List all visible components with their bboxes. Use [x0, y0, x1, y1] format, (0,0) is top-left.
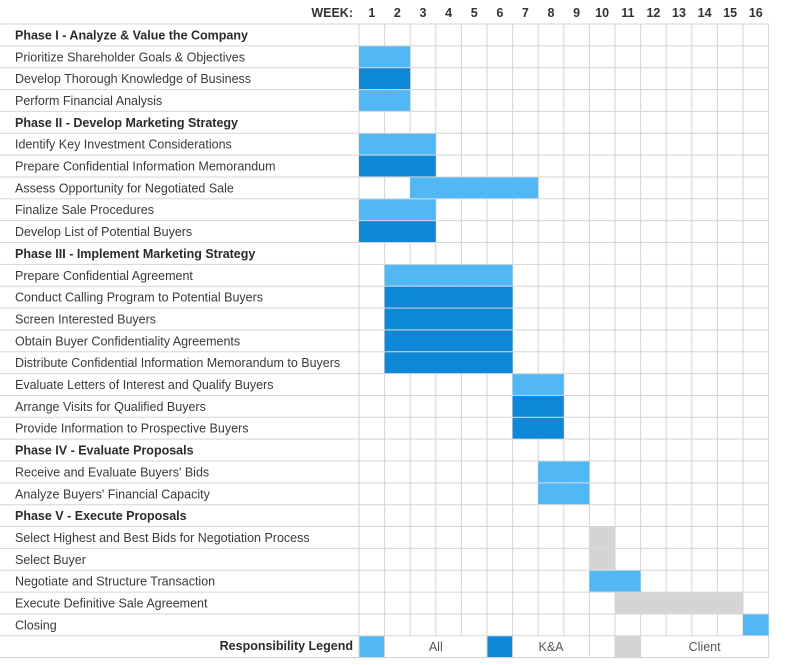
- legend-swatch: [487, 636, 513, 658]
- task-label: Develop List of Potential Buyers: [15, 225, 192, 239]
- bar-all: [512, 374, 564, 395]
- phase-label: Phase IV - Evaluate Proposals: [15, 444, 194, 458]
- task-label: Prioritize Shareholder Goals & Objective…: [15, 50, 245, 64]
- task-label: Arrange Visits for Qualified Buyers: [15, 400, 206, 414]
- task-label: Assess Opportunity for Negotiated Sale: [15, 181, 234, 195]
- bar-ka: [512, 395, 564, 417]
- bar-all: [410, 177, 539, 199]
- phase-label: Phase II - Develop Marketing Strategy: [15, 116, 238, 130]
- bar-all: [359, 90, 411, 111]
- week-header: WEEK:: [311, 6, 353, 20]
- bar-ka: [384, 286, 513, 308]
- week-label: 10: [595, 6, 609, 20]
- task-label: Obtain Buyer Confidentiality Agreements: [15, 334, 240, 348]
- task-label: Execute Definitive Sale Agreement: [15, 597, 208, 611]
- week-label: 15: [723, 6, 737, 20]
- bar-all: [359, 46, 411, 68]
- week-label: 1: [368, 6, 375, 20]
- task-label: Prepare Confidential Agreement: [15, 269, 193, 283]
- task-label: Provide Information to Prospective Buyer…: [15, 422, 248, 436]
- bar-ka: [359, 155, 436, 177]
- week-label: 16: [749, 6, 763, 20]
- task-label: Select Highest and Best Bids for Negotia…: [15, 531, 310, 545]
- legend-swatch: [615, 636, 641, 658]
- bar-client: [589, 527, 615, 548]
- legend-label: Client: [689, 640, 721, 654]
- task-label: Analyze Buyers' Financial Capacity: [15, 487, 211, 501]
- week-label: 7: [522, 6, 529, 20]
- bar-client: [589, 548, 615, 570]
- bar-all: [359, 133, 436, 155]
- week-label: 3: [420, 6, 427, 20]
- bar-ka: [384, 352, 513, 374]
- task-label: Conduct Calling Program to Potential Buy…: [15, 291, 263, 305]
- legend-cell: [640, 636, 769, 658]
- week-label: 8: [548, 6, 555, 20]
- week-label: 12: [646, 6, 660, 20]
- bar-ka: [512, 417, 564, 439]
- task-label: Perform Financial Analysis: [15, 94, 162, 108]
- week-label: 6: [496, 6, 503, 20]
- task-labels: Phase I - Analyze & Value the Company Pri…: [15, 28, 340, 632]
- task-label: Develop Thorough Knowledge of Business: [15, 72, 251, 86]
- bar-ka: [359, 68, 411, 90]
- week-label: 9: [573, 6, 580, 20]
- bar-client: [615, 592, 743, 614]
- bar-ka: [359, 221, 436, 242]
- bar-all: [589, 570, 641, 592]
- task-label: Finalize Sale Procedures: [15, 203, 154, 217]
- week-numbers: 1 2 3 4 5 6 7 8 9 10 11 12 13 14 15 16: [368, 6, 762, 20]
- week-label: 2: [394, 6, 401, 20]
- week-label: 4: [445, 6, 452, 20]
- legend-title: Responsibility Legend: [220, 639, 353, 653]
- week-label: 13: [672, 6, 686, 20]
- task-label: Negotiate and Structure Transaction: [15, 575, 215, 589]
- task-label: Closing: [15, 618, 57, 632]
- task-label: Receive and Evaluate Buyers' Bids: [15, 465, 209, 479]
- week-label: 5: [471, 6, 478, 20]
- bars: [359, 46, 769, 636]
- bar-all: [743, 614, 769, 636]
- task-label: Distribute Confidential Information Memo…: [15, 356, 340, 370]
- phase-label: Phase III - Implement Marketing Strategy: [15, 247, 255, 261]
- bar-all: [538, 461, 590, 483]
- bar-ka: [384, 330, 513, 352]
- task-label: Identify Key Investment Considerations: [15, 138, 232, 152]
- bar-all: [538, 483, 590, 505]
- bar-ka: [384, 308, 513, 330]
- week-label: 11: [621, 6, 634, 20]
- legend-swatch: [359, 636, 385, 658]
- legend-cell: [384, 636, 487, 658]
- phase-label: Phase V - Execute Proposals: [15, 509, 187, 523]
- bar-all: [384, 264, 513, 286]
- bar-all: [359, 199, 436, 221]
- legend-label: K&A: [538, 640, 564, 654]
- week-label: 14: [698, 6, 712, 20]
- task-label: Evaluate Letters of Interest and Qualify…: [15, 378, 273, 392]
- phase-label: Phase I - Analyze & Value the Company: [15, 28, 248, 42]
- task-label: Prepare Confidential Information Memoran…: [15, 160, 276, 174]
- legend-cell: [512, 636, 590, 658]
- legend: Responsibility Legend All K&A Client: [0, 635, 770, 659]
- legend-label: All: [429, 640, 443, 654]
- task-label: Screen Interested Buyers: [15, 312, 156, 326]
- task-label: Select Buyer: [15, 553, 86, 567]
